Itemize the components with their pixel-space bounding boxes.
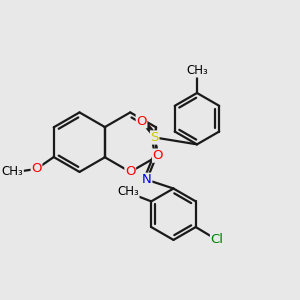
Text: O: O bbox=[125, 165, 136, 178]
Text: O: O bbox=[153, 149, 163, 162]
Text: CH₃: CH₃ bbox=[117, 185, 139, 199]
Text: N: N bbox=[142, 173, 152, 186]
Text: O: O bbox=[31, 163, 42, 176]
Text: CH₃: CH₃ bbox=[2, 165, 23, 178]
Text: O: O bbox=[136, 115, 147, 128]
Text: CH₃: CH₃ bbox=[186, 64, 208, 77]
Text: S: S bbox=[151, 131, 159, 144]
Text: Cl: Cl bbox=[211, 233, 224, 246]
